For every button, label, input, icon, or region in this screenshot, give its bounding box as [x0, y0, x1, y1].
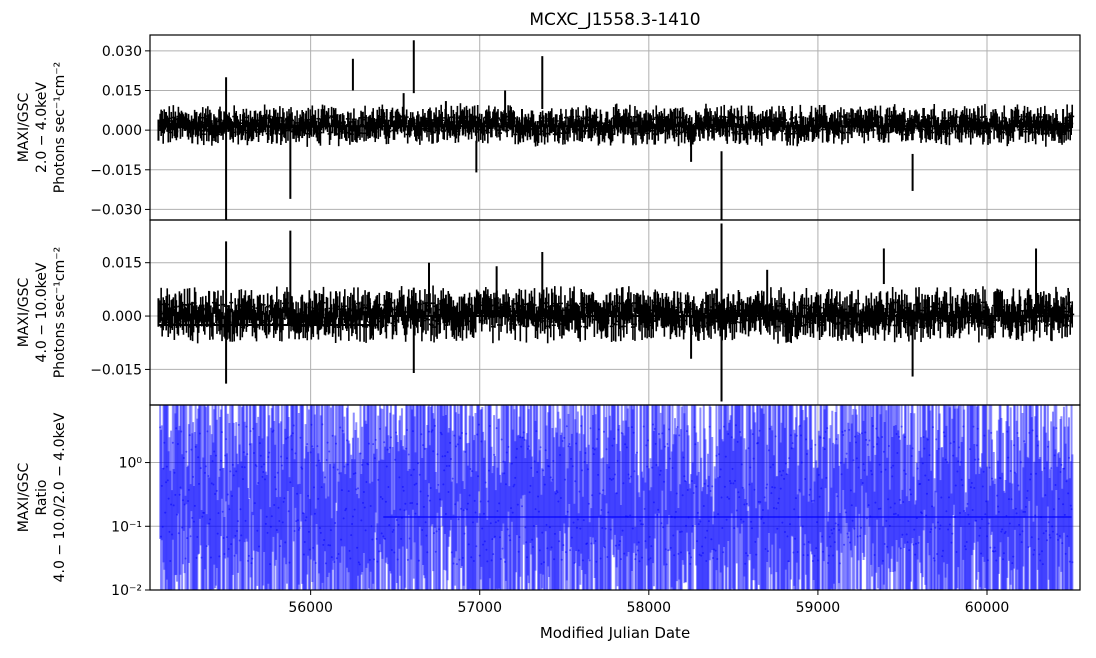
data-point	[461, 432, 463, 434]
panel-data	[158, 224, 1074, 402]
data-point	[206, 545, 208, 547]
y-tick-label: −0.015	[90, 163, 142, 179]
y-tick-label: −0.030	[90, 202, 142, 218]
y-axis-label-line: MAXI/GSC	[16, 277, 32, 347]
data-point	[221, 431, 223, 433]
data-point	[465, 433, 467, 435]
data-point	[251, 558, 253, 560]
chart-title: MCXC_J1558.3-1410	[529, 10, 700, 30]
y-tick-label: 0.015	[102, 256, 142, 272]
y-tick-label: 0.030	[102, 44, 142, 60]
y-tick-label: 0.000	[102, 309, 142, 325]
y-tick-label: 0.000	[102, 123, 142, 139]
data-point	[636, 452, 638, 454]
x-axis-label: Modified Julian Date	[540, 624, 690, 642]
data-point	[485, 482, 487, 484]
y-axis-label-line: MAXI/GSC	[16, 92, 32, 162]
data-point	[395, 431, 397, 433]
data-point	[185, 451, 187, 453]
data-point	[390, 436, 392, 438]
y-tick-label: 0.015	[102, 84, 142, 100]
data-point	[507, 446, 509, 448]
data-point	[246, 453, 248, 455]
data-point	[464, 533, 466, 535]
data-point	[562, 544, 564, 546]
data-point	[375, 439, 377, 441]
y-axis-label-line: 2.0 − 4.0keV	[34, 82, 50, 173]
y-axis-label-line: Photons sec⁻¹cm⁻²	[52, 62, 68, 194]
panel-data	[159, 386, 1073, 604]
data-point	[540, 446, 542, 448]
data-point	[664, 446, 666, 448]
data-point	[434, 425, 436, 427]
y-axis-label-line: Photons sec⁻¹cm⁻²	[52, 247, 68, 379]
y-tick-label: −0.015	[90, 362, 142, 378]
data-point	[373, 558, 375, 560]
data-point	[315, 562, 317, 564]
panel-data	[158, 40, 1074, 225]
data-point	[321, 423, 323, 425]
data-point	[647, 439, 649, 441]
data-point	[493, 454, 495, 456]
data-point	[250, 430, 252, 432]
data-point	[299, 527, 301, 529]
y-axis-label-line: 4.0 − 10.0keV	[34, 262, 50, 362]
